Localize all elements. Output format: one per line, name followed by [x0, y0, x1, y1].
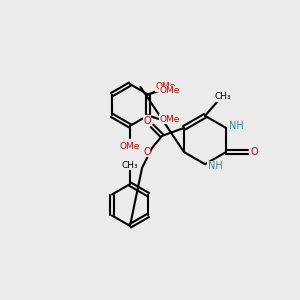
Text: O: O — [143, 147, 151, 157]
Text: OMe: OMe — [156, 82, 176, 91]
Text: NH: NH — [208, 161, 222, 171]
Text: O: O — [250, 147, 258, 157]
Text: CH₃: CH₃ — [122, 160, 138, 169]
Text: OMe: OMe — [160, 115, 180, 124]
Text: OMe: OMe — [160, 86, 180, 95]
Text: NH: NH — [229, 121, 243, 131]
Text: O: O — [143, 116, 151, 126]
Text: CH₃: CH₃ — [215, 92, 231, 101]
Text: OMe: OMe — [120, 142, 140, 152]
